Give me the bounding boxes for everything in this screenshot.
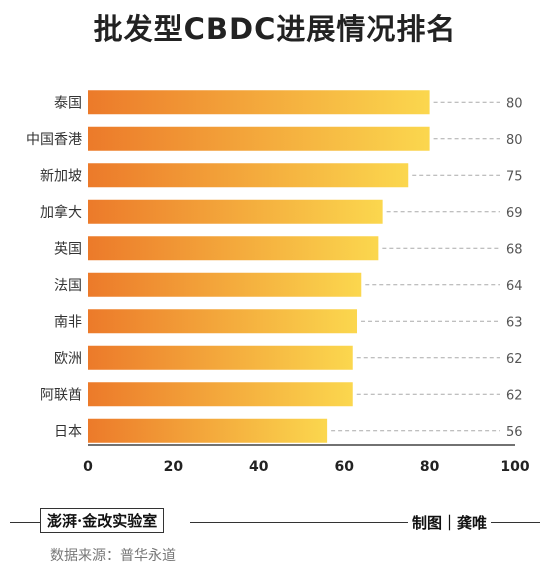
bar bbox=[88, 90, 430, 115]
x-tick-label: 80 bbox=[420, 459, 440, 475]
value-label: 63 bbox=[506, 315, 523, 330]
x-tick-label: 20 bbox=[164, 459, 184, 475]
value-label: 62 bbox=[506, 388, 523, 403]
footer-rule-right bbox=[490, 522, 540, 523]
value-label: 69 bbox=[506, 206, 523, 221]
value-label: 56 bbox=[506, 425, 523, 440]
bar bbox=[88, 126, 430, 151]
category-label: 新加坡 bbox=[40, 168, 82, 184]
publisher-logo: 澎湃·金改实验室 bbox=[40, 508, 165, 533]
category-label: 南非 bbox=[54, 314, 82, 330]
category-label: 日本 bbox=[54, 424, 82, 440]
bar-chart: 泰国 80 中国香港 80 新加坡 75 加拿大 69 英国 68 法国 64 南非 63 欧洲 62 阿联酋 6… bbox=[26, 90, 530, 475]
bar bbox=[88, 272, 362, 297]
value-label: 80 bbox=[506, 96, 523, 111]
value-label: 62 bbox=[506, 352, 523, 367]
x-tick-label: 40 bbox=[249, 459, 269, 475]
bar bbox=[88, 199, 383, 224]
footer-rule-left bbox=[10, 522, 42, 523]
category-label: 欧洲 bbox=[54, 351, 82, 367]
category-label: 中国香港 bbox=[26, 132, 82, 148]
value-label: 68 bbox=[506, 242, 523, 257]
x-tick-label: 60 bbox=[334, 459, 354, 475]
bar bbox=[88, 418, 328, 443]
x-tick-label: 0 bbox=[83, 459, 93, 475]
category-label: 泰国 bbox=[54, 95, 82, 111]
bar bbox=[88, 382, 353, 407]
category-label: 阿联酋 bbox=[40, 386, 82, 403]
value-label: 64 bbox=[506, 279, 523, 294]
bar bbox=[88, 163, 409, 188]
chart-title: 批发型CBDC进展情况排名 bbox=[93, 12, 457, 46]
bar bbox=[88, 309, 358, 334]
value-label: 80 bbox=[506, 133, 523, 148]
value-label: 75 bbox=[506, 169, 523, 184]
x-tick-label: 100 bbox=[500, 459, 529, 475]
data-source: 数据来源：普华永道 bbox=[50, 548, 176, 564]
bar bbox=[88, 236, 379, 261]
chart-credit: 制图｜龚唯 bbox=[408, 512, 492, 533]
bar bbox=[88, 345, 353, 370]
category-label: 英国 bbox=[54, 240, 82, 257]
footer-rule-middle bbox=[190, 522, 410, 523]
category-label: 加拿大 bbox=[40, 204, 82, 221]
category-label: 法国 bbox=[54, 278, 82, 294]
